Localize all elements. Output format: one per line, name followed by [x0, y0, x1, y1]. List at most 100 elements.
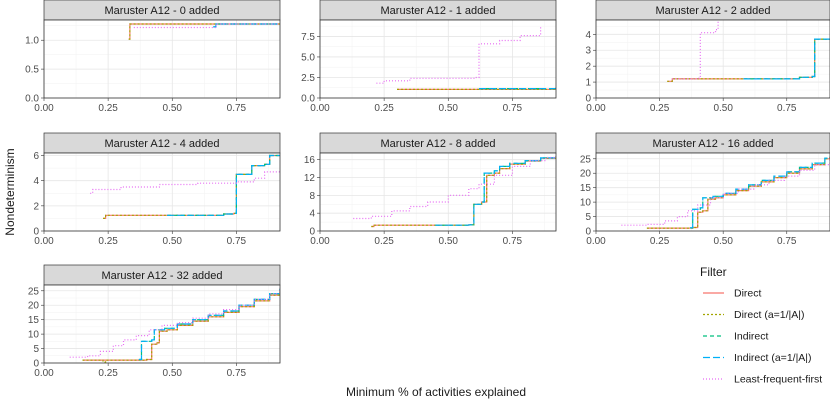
x-axis-title: Minimum % of activities explained: [346, 385, 526, 399]
x-tick-label: 0.50: [713, 236, 733, 247]
series-line-least-frequent-first: [353, 155, 556, 220]
legend-entry: Direct: [703, 288, 762, 300]
y-tick-label: 5.0: [301, 52, 315, 63]
y-tick-label: 0.0: [301, 94, 315, 105]
panel-border: [595, 19, 830, 99]
legend-title: Filter: [700, 265, 727, 279]
y-tick-label: 1.0: [25, 36, 39, 47]
series-line-indirect-a-1-a-: [690, 156, 830, 229]
y-tick-label: 15: [580, 183, 592, 194]
x-tick-label: 0.75: [777, 103, 797, 114]
series-line-indirect-a-1-a-: [138, 288, 280, 361]
x-tick-label: 0.00: [310, 103, 330, 114]
series-line-direct-a-1-a-: [82, 289, 280, 363]
x-tick-label: 0.25: [650, 103, 670, 114]
series-group: [69, 287, 280, 363]
x-tick-label: 0.50: [713, 103, 733, 114]
panel-background: [44, 285, 280, 363]
panel-border: [319, 152, 557, 232]
x-tick-label: 0.25: [374, 103, 394, 114]
legend-label: Indirect (a=1/|A|): [734, 352, 812, 364]
series-group: [90, 154, 280, 219]
series-line-indirect-a-1-a-: [167, 154, 280, 216]
y-tick-label: 2.5: [301, 73, 315, 84]
legend-label: Least-frequent-first: [734, 374, 822, 386]
x-tick-label: 0.00: [586, 236, 606, 247]
y-tick-label: 2: [585, 62, 591, 73]
x-tick-label: 0.50: [163, 368, 183, 379]
panel-background: [596, 20, 830, 98]
legend-label: Direct (a=1/|A|): [734, 309, 805, 321]
y-tick-label: 25: [28, 286, 40, 297]
x-tick-label: 0.00: [34, 103, 54, 114]
panel-3: Maruster A12 - 4 added 0.00 0.25 0.50 0.75 0 2…: [33, 132, 281, 247]
x-tick-label: 0.25: [98, 368, 118, 379]
x-tick-label: 0.75: [503, 103, 523, 114]
y-tick-label: 16: [304, 155, 316, 166]
x-tick-label: 0.75: [227, 103, 247, 114]
panel-background: [320, 20, 556, 98]
y-tick-label: 0: [585, 227, 591, 238]
panel-background: [44, 20, 280, 98]
legend-label: Direct: [734, 288, 762, 300]
y-tick-label: 20: [28, 301, 40, 312]
legend: Filter Direct Direct (a=1/|A|) Indirect Ind…: [700, 265, 822, 386]
y-tick-label: 3: [585, 46, 591, 57]
y-tick-label: 2: [33, 201, 39, 212]
series-line-direct-a-1-a-: [128, 23, 280, 40]
series-line-direct-a-1-a-: [397, 87, 556, 90]
panel-5: Maruster A12 - 16 added 0.00 0.25 0.50 0.75 0…: [580, 132, 830, 247]
panel-title: Maruster A12 - 8 added: [381, 138, 496, 150]
panel-4: Maruster A12 - 8 added 0.00 0.25 0.50 0.75 0 4…: [304, 132, 557, 247]
series-line-least-frequent-first: [376, 25, 542, 84]
y-tick-label: 20: [580, 169, 592, 180]
y-tick-label: 6: [33, 151, 39, 162]
x-tick-label: 0.75: [227, 368, 247, 379]
x-tick-label: 0.50: [163, 236, 183, 247]
series-line-indirect-a-1-a-: [743, 38, 830, 80]
panel-border: [595, 152, 830, 232]
panel-1: Maruster A12 - 1 added 0.00 0.25 0.50 0.75 0.…: [301, 0, 557, 114]
y-tick-label: 25: [580, 154, 592, 165]
panel-2: Maruster A12 - 2 added 0.00 0.25 0.50 0.75 0 1…: [585, 0, 830, 114]
y-tick-label: 0: [33, 227, 39, 238]
panel-title: Maruster A12 - 1 added: [381, 5, 496, 17]
panel-border: [319, 19, 557, 99]
series-line-direct-a-1-a-: [646, 157, 830, 229]
y-tick-label: 10: [28, 330, 40, 341]
y-tick-label: 1: [585, 78, 591, 89]
x-tick-label: 0.00: [586, 103, 606, 114]
legend-entry: Indirect: [703, 331, 769, 343]
x-tick-label: 0.25: [98, 236, 118, 247]
y-tick-label: 0.0: [25, 94, 39, 105]
y-tick-label: 10: [580, 198, 592, 209]
panel-background: [596, 153, 830, 231]
x-tick-label: 0.75: [227, 236, 247, 247]
y-tick-label: 7.5: [301, 32, 315, 43]
panel-title: Maruster A12 - 16 added: [652, 138, 773, 150]
series-group: [621, 156, 830, 229]
y-tick-label: 8: [309, 191, 315, 202]
x-tick-label: 0.50: [439, 103, 459, 114]
y-tick-label: 5: [585, 212, 591, 223]
panel-6: Maruster A12 - 32 added 0.00 0.25 0.50 0.75 0…: [28, 264, 281, 379]
legend-label: Indirect: [734, 331, 769, 343]
series-group: [376, 25, 556, 90]
series-line-indirect-a-1-a-: [479, 87, 556, 90]
panel-title: Maruster A12 - 4 added: [105, 138, 220, 150]
x-tick-label: 0.25: [374, 236, 394, 247]
x-tick-label: 0.00: [34, 368, 54, 379]
series-line-least-frequent-first: [90, 171, 280, 194]
y-tick-label: 4: [585, 30, 591, 41]
legend-entry: Least-frequent-first: [703, 374, 822, 386]
legend-entry: Indirect (a=1/|A|): [703, 352, 812, 364]
y-tick-label: 0: [33, 359, 39, 370]
panel-border: [43, 284, 281, 364]
panel-title: Maruster A12 - 2 added: [656, 5, 771, 17]
x-tick-label: 0.00: [310, 236, 330, 247]
x-tick-label: 0.25: [650, 236, 670, 247]
y-tick-label: 0: [309, 227, 315, 238]
y-tick-label: 4: [309, 209, 315, 220]
